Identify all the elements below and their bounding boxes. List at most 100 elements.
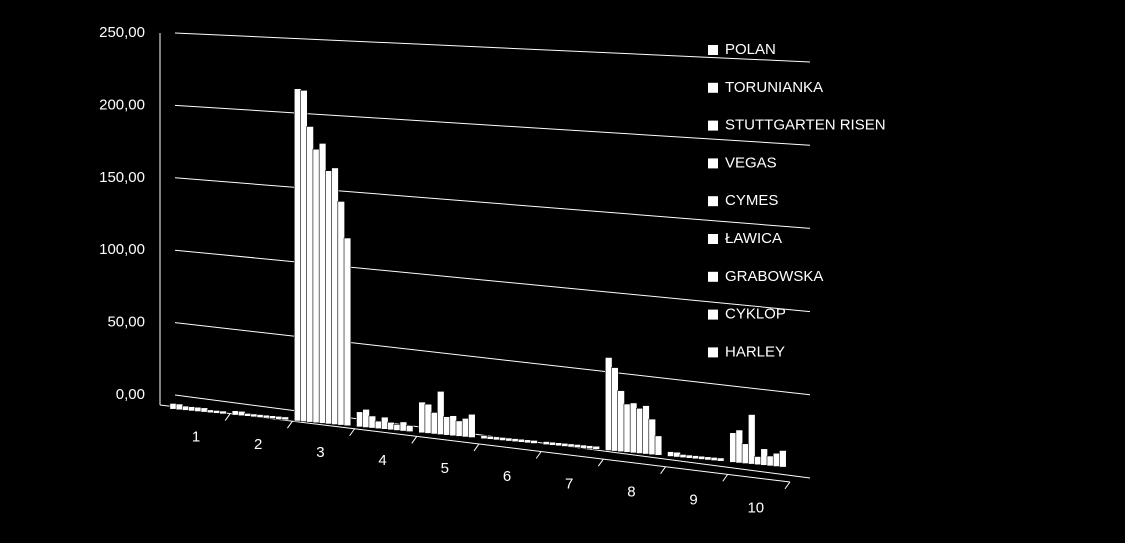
bar — [754, 456, 762, 466]
bar — [343, 237, 352, 427]
x-tick — [722, 473, 729, 482]
legend-label: ŁAWICA — [725, 230, 782, 247]
x-tick-label: 5 — [441, 460, 449, 477]
bar — [629, 402, 638, 454]
legend-swatch — [708, 196, 718, 207]
legend-swatch — [708, 234, 718, 244]
bar — [237, 411, 246, 417]
bar — [405, 425, 414, 432]
x-tick-label: 6 — [503, 468, 511, 485]
bar — [312, 148, 321, 424]
bar — [555, 442, 563, 447]
x-tick — [597, 458, 604, 467]
bar — [430, 412, 439, 435]
bar — [449, 415, 457, 437]
bar — [331, 167, 339, 425]
bar — [318, 143, 327, 424]
bar — [716, 457, 725, 462]
x-tick-label: 2 — [254, 436, 262, 453]
legend-swatch — [708, 309, 718, 320]
bar — [381, 416, 389, 430]
bar — [219, 410, 227, 415]
bar — [567, 443, 576, 448]
bar — [604, 357, 613, 451]
bar — [704, 456, 712, 461]
x-tick-label: 8 — [627, 484, 635, 501]
bar — [710, 457, 719, 461]
legend-label: HARLEY — [725, 343, 785, 360]
bar — [275, 415, 283, 420]
legend-label: POLAN — [725, 41, 776, 58]
bar — [424, 403, 433, 434]
y-tick-label: 0,00 — [116, 386, 145, 403]
grid-line — [174, 104, 811, 146]
legend-label: VEGAS — [725, 154, 777, 171]
bar — [611, 367, 619, 452]
x-tick — [784, 481, 791, 490]
bar — [182, 405, 190, 411]
x-tick — [535, 451, 542, 459]
bar — [325, 170, 333, 425]
bar — [499, 437, 507, 441]
bar — [748, 414, 756, 465]
bar — [623, 403, 632, 453]
bar — [493, 436, 501, 441]
bar — [306, 126, 314, 423]
legend-swatch — [708, 347, 718, 358]
bar — [679, 454, 688, 458]
x-tick-label: 10 — [747, 499, 764, 516]
legend-swatch — [708, 120, 718, 131]
bar — [642, 405, 650, 455]
bar — [517, 438, 526, 443]
bar — [387, 421, 395, 431]
y-tick-label: 50,00 — [107, 314, 145, 331]
bar — [648, 418, 656, 456]
bar — [293, 88, 302, 422]
bar — [200, 407, 209, 413]
bar — [511, 438, 520, 443]
bar — [194, 406, 202, 412]
bar — [337, 201, 345, 426]
grid-line — [174, 322, 811, 396]
bar — [561, 442, 569, 447]
bar — [548, 441, 557, 446]
bar — [580, 444, 588, 449]
legend-swatch — [708, 82, 718, 93]
y-tick-label: 200,00 — [99, 96, 145, 113]
bar — [586, 445, 594, 450]
x-tick — [411, 436, 418, 444]
x-tick — [349, 428, 356, 437]
bar — [399, 421, 408, 432]
bar — [250, 413, 258, 418]
legend-swatch — [708, 271, 718, 282]
grid-line — [174, 32, 811, 63]
bar — [300, 90, 308, 422]
bar — [362, 408, 370, 428]
bar — [673, 451, 681, 458]
legend-label: CYKLOP — [725, 306, 786, 323]
x-tick — [660, 466, 667, 474]
x-tick — [224, 413, 231, 421]
x-tick — [473, 443, 480, 452]
bar — [213, 410, 221, 414]
bar — [766, 455, 775, 467]
bar — [524, 439, 532, 444]
legend-label: GRABOWSKA — [725, 268, 823, 285]
legend-swatch — [708, 45, 718, 55]
bar — [542, 441, 551, 445]
grid-line — [174, 177, 811, 229]
y-tick-label: 100,00 — [99, 241, 145, 258]
x-tick-label: 4 — [378, 452, 386, 469]
bar — [505, 437, 513, 442]
bar — [592, 445, 600, 450]
bar — [188, 406, 196, 412]
x-tick — [286, 420, 293, 429]
bar — [175, 403, 184, 411]
bar — [667, 451, 675, 457]
bar — [486, 435, 495, 440]
bar — [779, 450, 787, 468]
bar — [231, 410, 240, 416]
bar — [368, 415, 377, 429]
bar — [244, 413, 252, 417]
